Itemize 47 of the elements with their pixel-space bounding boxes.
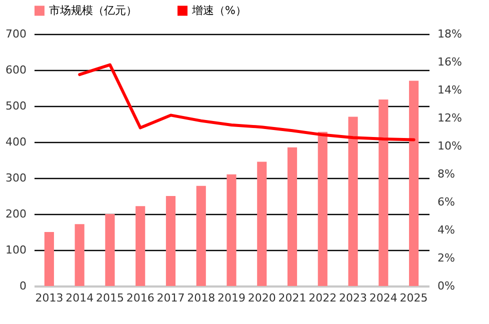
x-tick-label: 2018 bbox=[187, 292, 216, 304]
y-tick-label: 200 bbox=[6, 208, 26, 220]
bar bbox=[409, 80, 419, 286]
bar bbox=[105, 214, 115, 286]
legend-label: 增速（%） bbox=[191, 4, 246, 17]
bar bbox=[166, 196, 176, 286]
x-tick-label: 2014 bbox=[66, 292, 94, 304]
bar bbox=[287, 147, 298, 286]
x-tick-label: 2017 bbox=[156, 292, 185, 304]
bar bbox=[136, 206, 146, 286]
y2-tick-label: 4% bbox=[438, 224, 455, 236]
x-tick-label: 2021 bbox=[278, 292, 306, 304]
x-tick-label: 2024 bbox=[369, 292, 398, 304]
x-tick-label: 2016 bbox=[126, 292, 154, 304]
bar bbox=[378, 100, 388, 286]
y-tick-label: 500 bbox=[6, 100, 26, 112]
legend-label: 市场规模（亿元） bbox=[49, 4, 137, 17]
y-tick-label: 0 bbox=[20, 280, 26, 292]
y2-tick-label: 16% bbox=[438, 56, 462, 68]
y-tick-label: 300 bbox=[6, 172, 26, 184]
bar bbox=[226, 174, 236, 286]
x-tick-label: 2025 bbox=[400, 292, 428, 304]
x-tick-label: 2022 bbox=[308, 292, 337, 304]
line-series bbox=[78, 63, 416, 142]
x-tick-label: 2019 bbox=[218, 292, 246, 304]
y2-tick-label: 6% bbox=[438, 196, 455, 208]
y2-tick-label: 12% bbox=[438, 112, 462, 124]
x-tick-label: 2013 bbox=[35, 292, 64, 304]
y2-tick-label: 10% bbox=[438, 140, 462, 152]
bar bbox=[348, 116, 358, 286]
x-tick-label: 2023 bbox=[339, 292, 368, 304]
bar bbox=[257, 162, 267, 286]
bar bbox=[196, 186, 206, 286]
y2-tick-label: 2% bbox=[438, 252, 455, 264]
y-tick-label: 700 bbox=[6, 28, 26, 40]
y-tick-label: 600 bbox=[6, 64, 26, 76]
y2-tick-label: 14% bbox=[438, 84, 462, 96]
bar bbox=[318, 132, 328, 286]
y-tick-label: 100 bbox=[6, 244, 26, 256]
x-tick-label: 2020 bbox=[248, 292, 276, 304]
bar bbox=[74, 224, 84, 286]
y2-tick-label: 18% bbox=[438, 28, 462, 40]
bar bbox=[44, 232, 54, 286]
y2-tick-label: 0% bbox=[438, 280, 455, 292]
x-tick-label: 2015 bbox=[96, 292, 124, 304]
y-tick-label: 400 bbox=[6, 136, 26, 148]
y2-tick-label: 8% bbox=[438, 168, 455, 180]
